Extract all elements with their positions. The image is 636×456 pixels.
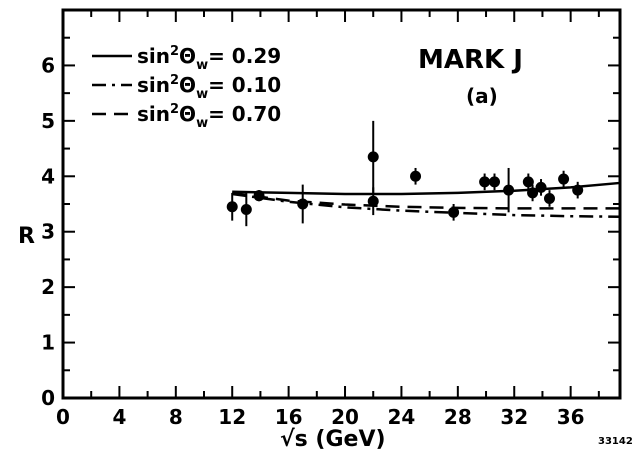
- chart-subtitle: (a): [466, 84, 498, 108]
- data-point: [543, 192, 555, 204]
- y-axis-label: R: [18, 224, 35, 249]
- x-tick-label: 12: [218, 405, 246, 429]
- data-point: [479, 176, 491, 188]
- data-point: [367, 195, 379, 207]
- y-tick-label: 0: [41, 386, 55, 410]
- data-point: [448, 206, 460, 218]
- x-tick-label: 0: [56, 405, 70, 429]
- y-tick-label: 1: [41, 331, 55, 355]
- data-point: [503, 184, 515, 196]
- x-tick-label: 20: [331, 405, 359, 429]
- chart-title: MARK J: [418, 45, 523, 75]
- y-tick-labels: 0 1 2 3 4 5 6: [41, 53, 55, 410]
- figure-number: 33142: [598, 436, 633, 447]
- data-points: [226, 120, 584, 227]
- x-tick-label: 4: [112, 405, 126, 429]
- x-tick-label: 36: [557, 405, 585, 429]
- plot-frame: [61, 8, 622, 400]
- data-point: [488, 176, 500, 188]
- data-point: [367, 151, 379, 163]
- legend: sin2Θw= 0.29 sin2Θw= 0.10 sin2Θw= 0.70: [92, 44, 281, 131]
- data-point: [522, 176, 534, 188]
- y-tick-label: 3: [41, 220, 55, 244]
- curve-solid: [232, 181, 621, 196]
- legend-entry-3: sin2Θw= 0.70: [137, 102, 281, 131]
- data-point: [527, 187, 539, 199]
- curve-dashed: [232, 191, 620, 210]
- x-tick-label: 32: [500, 405, 528, 429]
- data-point: [240, 204, 252, 216]
- data-point: [253, 190, 265, 202]
- x-tick-label: 16: [275, 405, 303, 429]
- data-point: [297, 198, 309, 210]
- data-point: [572, 184, 584, 196]
- y-tick-label: 2: [41, 275, 55, 299]
- legend-entry-2: sin2Θw= 0.10: [137, 73, 281, 102]
- x-tick-label: 8: [169, 405, 183, 429]
- x-axis-label: √s (GeV): [280, 427, 386, 452]
- data-point: [558, 173, 570, 185]
- data-point: [410, 170, 422, 182]
- y-tick-label: 5: [41, 109, 55, 133]
- data-point: [535, 181, 547, 193]
- y-tick-label: 4: [41, 164, 55, 188]
- ticks: [62, 9, 620, 399]
- curves: [232, 181, 621, 218]
- y-tick-label: 6: [41, 53, 55, 77]
- x-tick-label: 24: [388, 405, 416, 429]
- curve-dashdot: [232, 192, 621, 218]
- x-tick-label: 28: [444, 405, 472, 429]
- x-tick-labels: 0 4 8 12 16 20 24 28 32 36: [56, 405, 585, 429]
- data-point: [226, 201, 238, 213]
- legend-entry-1: sin2Θw= 0.29: [137, 44, 281, 73]
